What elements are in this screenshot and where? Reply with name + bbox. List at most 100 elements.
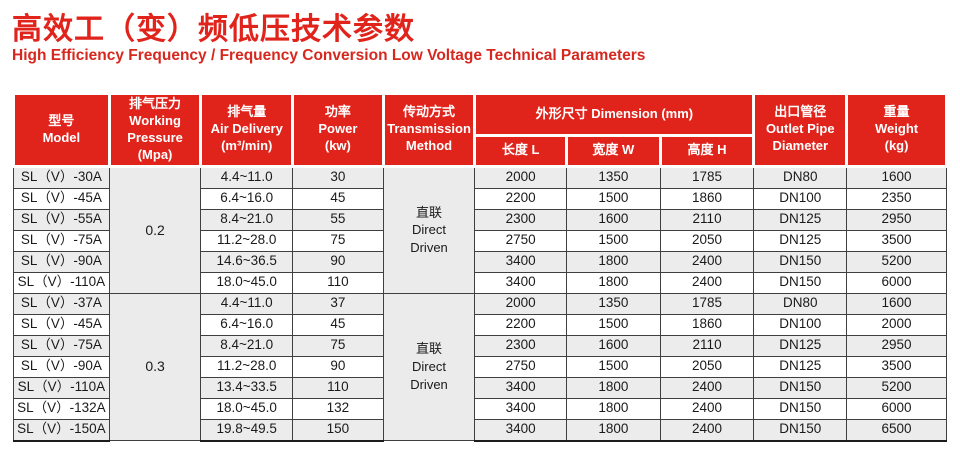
power-cell: 30 [292, 165, 384, 189]
length-cell: 2200 [474, 313, 567, 336]
weight-cell: 2350 [846, 187, 947, 210]
table-row: SL（V）-110A 18.0~45.0 110 3400 1800 2400 … [13, 271, 947, 294]
power-cell: 90 [292, 250, 384, 273]
power-cell: 75 [292, 334, 384, 357]
width-cell: 1800 [566, 418, 661, 442]
table-row: SL（V）-90A 14.6~36.5 90 3400 1800 2400 DN… [13, 250, 947, 273]
model-cell: SL（V）-150A [13, 418, 110, 442]
air-cell: 11.2~28.0 [200, 355, 294, 378]
width-cell: 1500 [566, 187, 661, 210]
width-cell: 1350 [566, 165, 661, 189]
width-cell: 1350 [566, 292, 661, 315]
outlet-cell: DN100 [753, 187, 848, 210]
page-title: 高效工（变）频低压技术参数 [12, 13, 415, 46]
width-cell: 1600 [566, 334, 661, 357]
weight-cell: 6500 [846, 418, 947, 442]
length-cell: 2000 [474, 165, 567, 189]
header-height: 高度 H [658, 134, 756, 168]
weight-cell: 2950 [846, 334, 947, 357]
height-cell: 2110 [659, 208, 755, 231]
model-cell: SL（V）-45A [13, 187, 110, 210]
width-cell: 1800 [566, 376, 661, 399]
table-row: SL（V）-30A 0.2 4.4~11.0 30 直联 Direct Driv… [13, 165, 947, 294]
model-cell: SL（V）-55A [13, 208, 110, 231]
outlet-cell: DN80 [753, 165, 848, 189]
air-cell: 19.8~49.5 [200, 418, 294, 442]
page-subtitle: High Efficiency Frequency / Frequency Co… [12, 47, 646, 64]
height-cell: 2400 [659, 376, 755, 399]
air-cell: 13.4~33.5 [200, 376, 294, 399]
weight-cell: 5200 [846, 376, 947, 399]
air-cell: 4.4~11.0 [200, 292, 294, 315]
outlet-cell: DN125 [753, 355, 848, 378]
weight-cell: 1600 [846, 292, 947, 315]
power-cell: 110 [292, 271, 384, 294]
height-cell: 1785 [659, 165, 755, 189]
width-cell: 1800 [566, 271, 661, 294]
parameters-table: 型号 Model 排气压力 Working Pressure (Mpa) 排气量… [12, 91, 948, 442]
width-cell: 1500 [566, 229, 661, 252]
table-row: SL（V）-75A 11.2~28.0 75 2750 1500 2050 DN… [13, 229, 947, 252]
power-cell: 45 [292, 313, 384, 336]
length-cell: 2300 [474, 334, 567, 357]
outlet-cell: DN150 [753, 250, 848, 273]
air-cell: 14.6~36.5 [200, 250, 294, 273]
pressure-cell: 0.2 [108, 165, 202, 294]
weight-cell: 3500 [846, 229, 947, 252]
weight-cell: 6000 [846, 397, 947, 420]
height-cell: 2400 [659, 271, 755, 294]
model-cell: SL（V）-90A [13, 250, 110, 273]
power-cell: 37 [292, 292, 384, 315]
header-model: 型号 Model [12, 92, 111, 168]
weight-cell: 1600 [846, 165, 947, 189]
power-cell: 132 [292, 397, 384, 420]
height-cell: 1785 [659, 292, 755, 315]
header-weight: 重量 Weight (kg) [845, 92, 948, 168]
weight-cell: 6000 [846, 271, 947, 294]
table-row: SL（V）-45A 6.4~16.0 45 2200 1500 1860 DN1… [13, 187, 947, 210]
air-cell: 8.4~21.0 [200, 334, 294, 357]
model-cell: SL（V）-90A [13, 355, 110, 378]
power-cell: 55 [292, 208, 384, 231]
table-header: 型号 Model 排气压力 Working Pressure (Mpa) 排气量… [12, 91, 948, 168]
width-cell: 1800 [566, 397, 661, 420]
table-row: SL（V）-75A 8.4~21.0 75 2300 1600 2110 DN1… [13, 334, 947, 357]
air-cell: 6.4~16.0 [200, 313, 294, 336]
power-cell: 75 [292, 229, 384, 252]
model-cell: SL（V）-132A [13, 397, 110, 420]
height-cell: 2400 [659, 418, 755, 442]
width-cell: 1500 [566, 313, 661, 336]
height-cell: 1860 [659, 187, 755, 210]
height-cell: 2110 [659, 334, 755, 357]
air-cell: 8.4~21.0 [200, 208, 294, 231]
air-cell: 4.4~11.0 [200, 165, 294, 189]
header-width: 宽度 W [565, 134, 662, 168]
outlet-cell: DN100 [753, 313, 848, 336]
outlet-cell: DN80 [753, 292, 848, 315]
weight-cell: 3500 [846, 355, 947, 378]
model-cell: SL（V）-30A [13, 165, 110, 189]
power-cell: 150 [292, 418, 384, 442]
table-row: SL（V）-45A 6.4~16.0 45 2200 1500 1860 DN1… [13, 313, 947, 336]
length-cell: 3400 [474, 376, 567, 399]
power-cell: 110 [292, 376, 384, 399]
height-cell: 1860 [659, 313, 755, 336]
pressure-cell: 0.3 [108, 292, 202, 442]
table-row: SL（V）-55A 8.4~21.0 55 2300 1600 2110 DN1… [13, 208, 947, 231]
height-cell: 2050 [659, 229, 755, 252]
length-cell: 3400 [474, 271, 567, 294]
height-cell: 2400 [659, 250, 755, 273]
air-cell: 18.0~45.0 [200, 397, 294, 420]
header-outlet-pipe: 出口管径 Outlet Pipe Diameter [752, 92, 849, 168]
length-cell: 3400 [474, 397, 567, 420]
header-length: 长度 L [473, 134, 568, 168]
table-row: SL（V）-132A 18.0~45.0 132 3400 1800 2400 … [13, 397, 947, 420]
outlet-cell: DN125 [753, 229, 848, 252]
length-cell: 3400 [474, 250, 567, 273]
model-cell: SL（V）-37A [13, 292, 110, 315]
model-cell: SL（V）-110A [13, 376, 110, 399]
air-cell: 18.0~45.0 [200, 271, 294, 294]
model-cell: SL（V）-75A [13, 229, 110, 252]
outlet-cell: DN125 [753, 208, 848, 231]
